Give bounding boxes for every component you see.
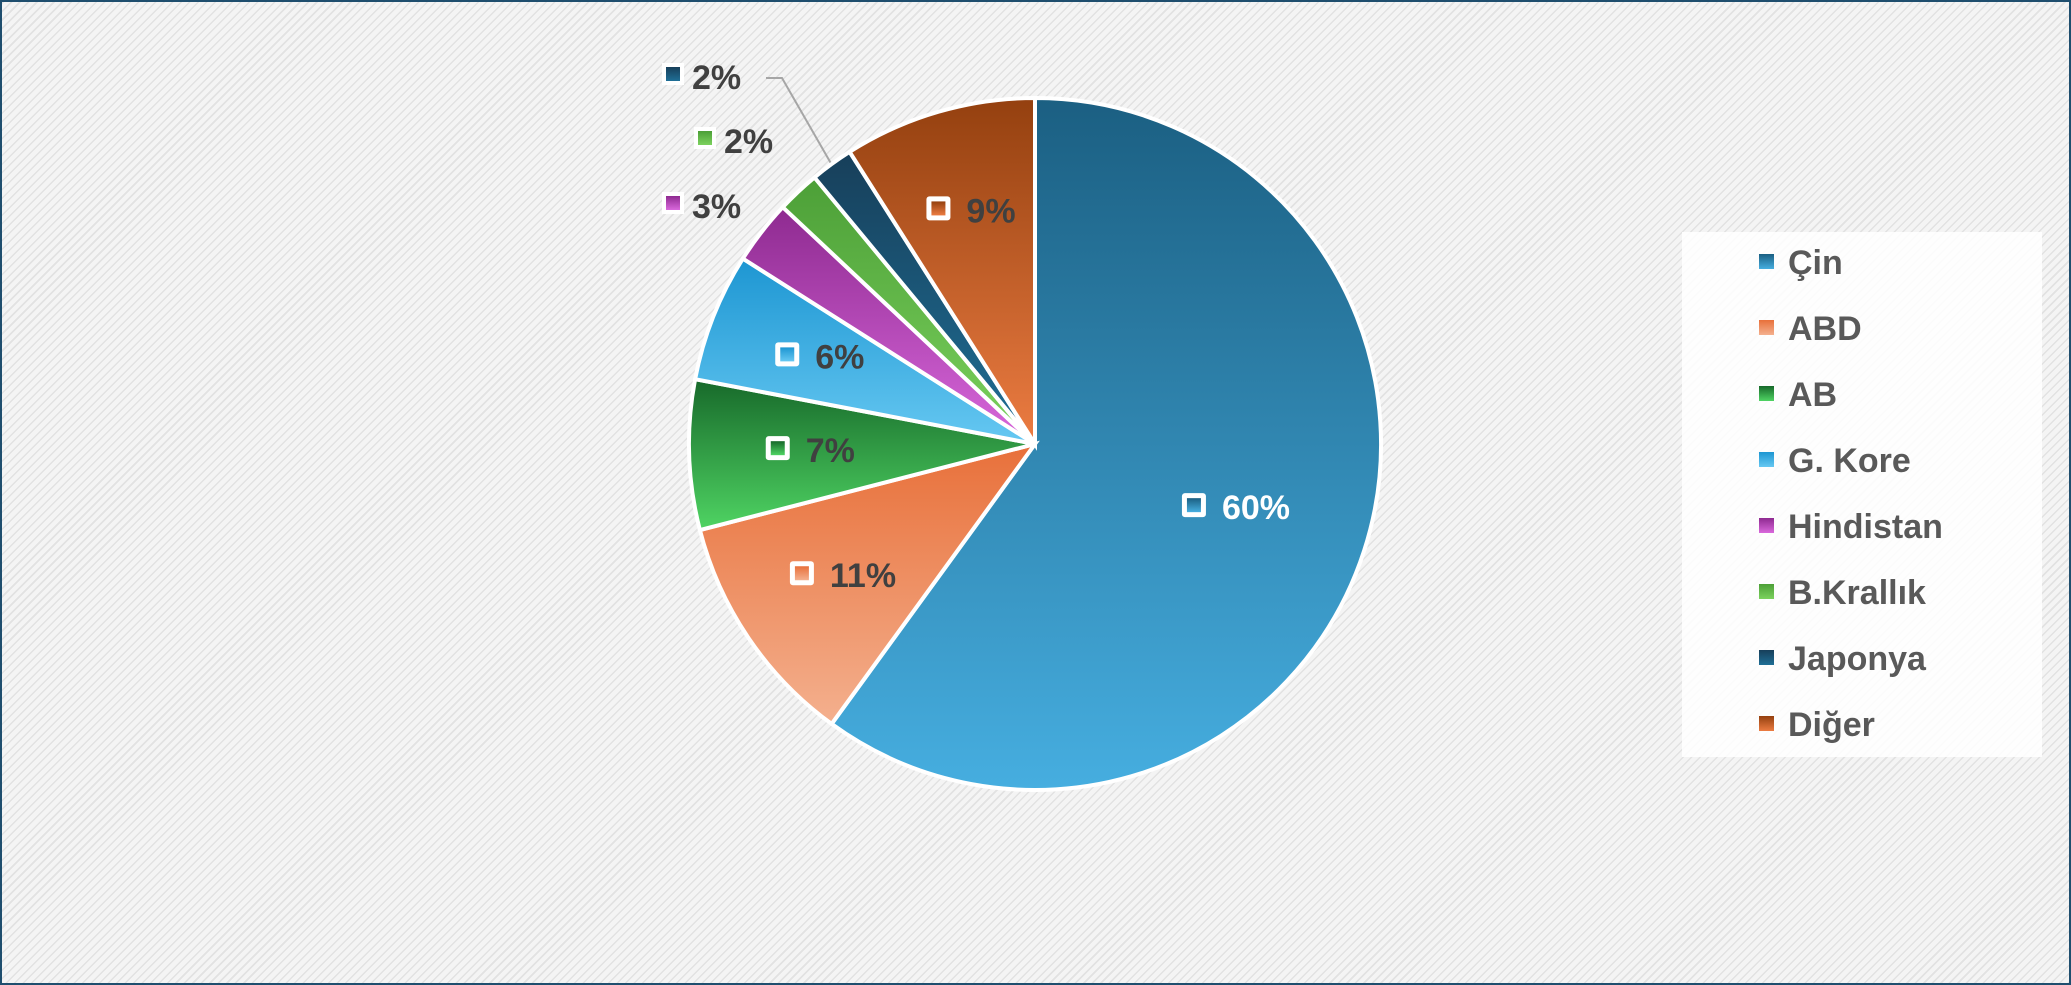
- leader-line-japonya: [766, 77, 832, 163]
- legend-label-japonya: Japonya: [1788, 640, 1927, 678]
- data-label-b-krallik: 2%: [694, 123, 773, 161]
- data-label-text-japonya: 2%: [692, 59, 741, 97]
- legend-item-g-kore: G. Kore: [1759, 442, 1911, 480]
- legend-swatch-cin: [1759, 254, 1774, 269]
- legend: Çin ABD AB G. Kore Hindistan B.Krallık Japonya…: [1682, 232, 2042, 757]
- legend-label-diger: Diğer: [1788, 706, 1875, 744]
- legend-swatch-japonya: [1759, 650, 1774, 665]
- legend-label-hindistan: Hindistan: [1788, 508, 1943, 546]
- legend-item-b-krallik: B.Krallık: [1759, 574, 1926, 612]
- legend-item-abd: ABD: [1759, 310, 1862, 348]
- legend-background: [1682, 232, 2042, 757]
- legend-label-g-kore: G. Kore: [1788, 442, 1911, 480]
- leader-lines: [766, 77, 832, 163]
- data-label-g-kore: 6%: [775, 338, 864, 376]
- legend-swatch-b-krallik: [1759, 584, 1774, 599]
- label-key-b-krallik: [698, 131, 712, 145]
- data-label-abd: 11%: [789, 557, 896, 595]
- data-label-text-hindistan: 3%: [692, 188, 741, 226]
- legend-label-cin: Çin: [1788, 244, 1843, 282]
- pie-slice-g-kore: [692, 255, 1037, 446]
- legend-label-ab: AB: [1788, 376, 1837, 414]
- legend-item-ab: AB: [1759, 376, 1837, 414]
- legend-item-hindistan: Hindistan: [1759, 508, 1943, 546]
- pie-slice-ab: [687, 376, 1036, 533]
- legend-swatch-abd: [1759, 320, 1774, 335]
- legend-item-japonya: Japonya: [1759, 640, 1927, 678]
- label-key-abd: [794, 566, 809, 581]
- label-key-hindistan: [666, 196, 680, 210]
- legend-label-b-krallik: B.Krallık: [1788, 574, 1926, 612]
- data-label-text-cin: 60%: [1222, 489, 1290, 527]
- pie-slice-cin: [828, 95, 1383, 792]
- legend-swatch-ab: [1759, 386, 1774, 401]
- pie-slices: [687, 95, 1383, 792]
- data-label-diger: 9%: [926, 192, 1016, 230]
- legend-item-diger: Diğer: [1759, 706, 1875, 744]
- label-key-diger: [931, 201, 946, 216]
- pie-slice-abd: [697, 440, 1040, 727]
- data-label-text-ab: 7%: [806, 432, 855, 470]
- label-key-cin: [1186, 498, 1201, 513]
- legend-item-cin: Çin: [1759, 244, 1843, 282]
- data-label-cin: 60%: [1181, 489, 1290, 527]
- data-label-text-diger: 9%: [966, 192, 1015, 230]
- data-label-hindistan: 3%: [662, 188, 741, 226]
- data-label-ab: 7%: [765, 432, 855, 470]
- pie-slice-diger: [846, 95, 1037, 451]
- data-label-japonya: 2%: [662, 59, 741, 97]
- data-labels: 60% 11% 7% 6% 3% 2% 2% 9%: [662, 59, 1290, 595]
- legend-swatch-hindistan: [1759, 518, 1774, 533]
- data-label-text-b-krallik: 2%: [724, 123, 773, 161]
- data-label-text-abd: 11%: [830, 557, 896, 595]
- data-label-text-g-kore: 6%: [815, 338, 864, 376]
- legend-swatch-g-kore: [1759, 452, 1774, 467]
- label-key-ab: [770, 441, 785, 456]
- legend-label-abd: ABD: [1788, 310, 1862, 348]
- label-key-japonya: [666, 67, 680, 81]
- legend-swatch-diger: [1759, 716, 1774, 731]
- label-key-g-kore: [780, 347, 795, 362]
